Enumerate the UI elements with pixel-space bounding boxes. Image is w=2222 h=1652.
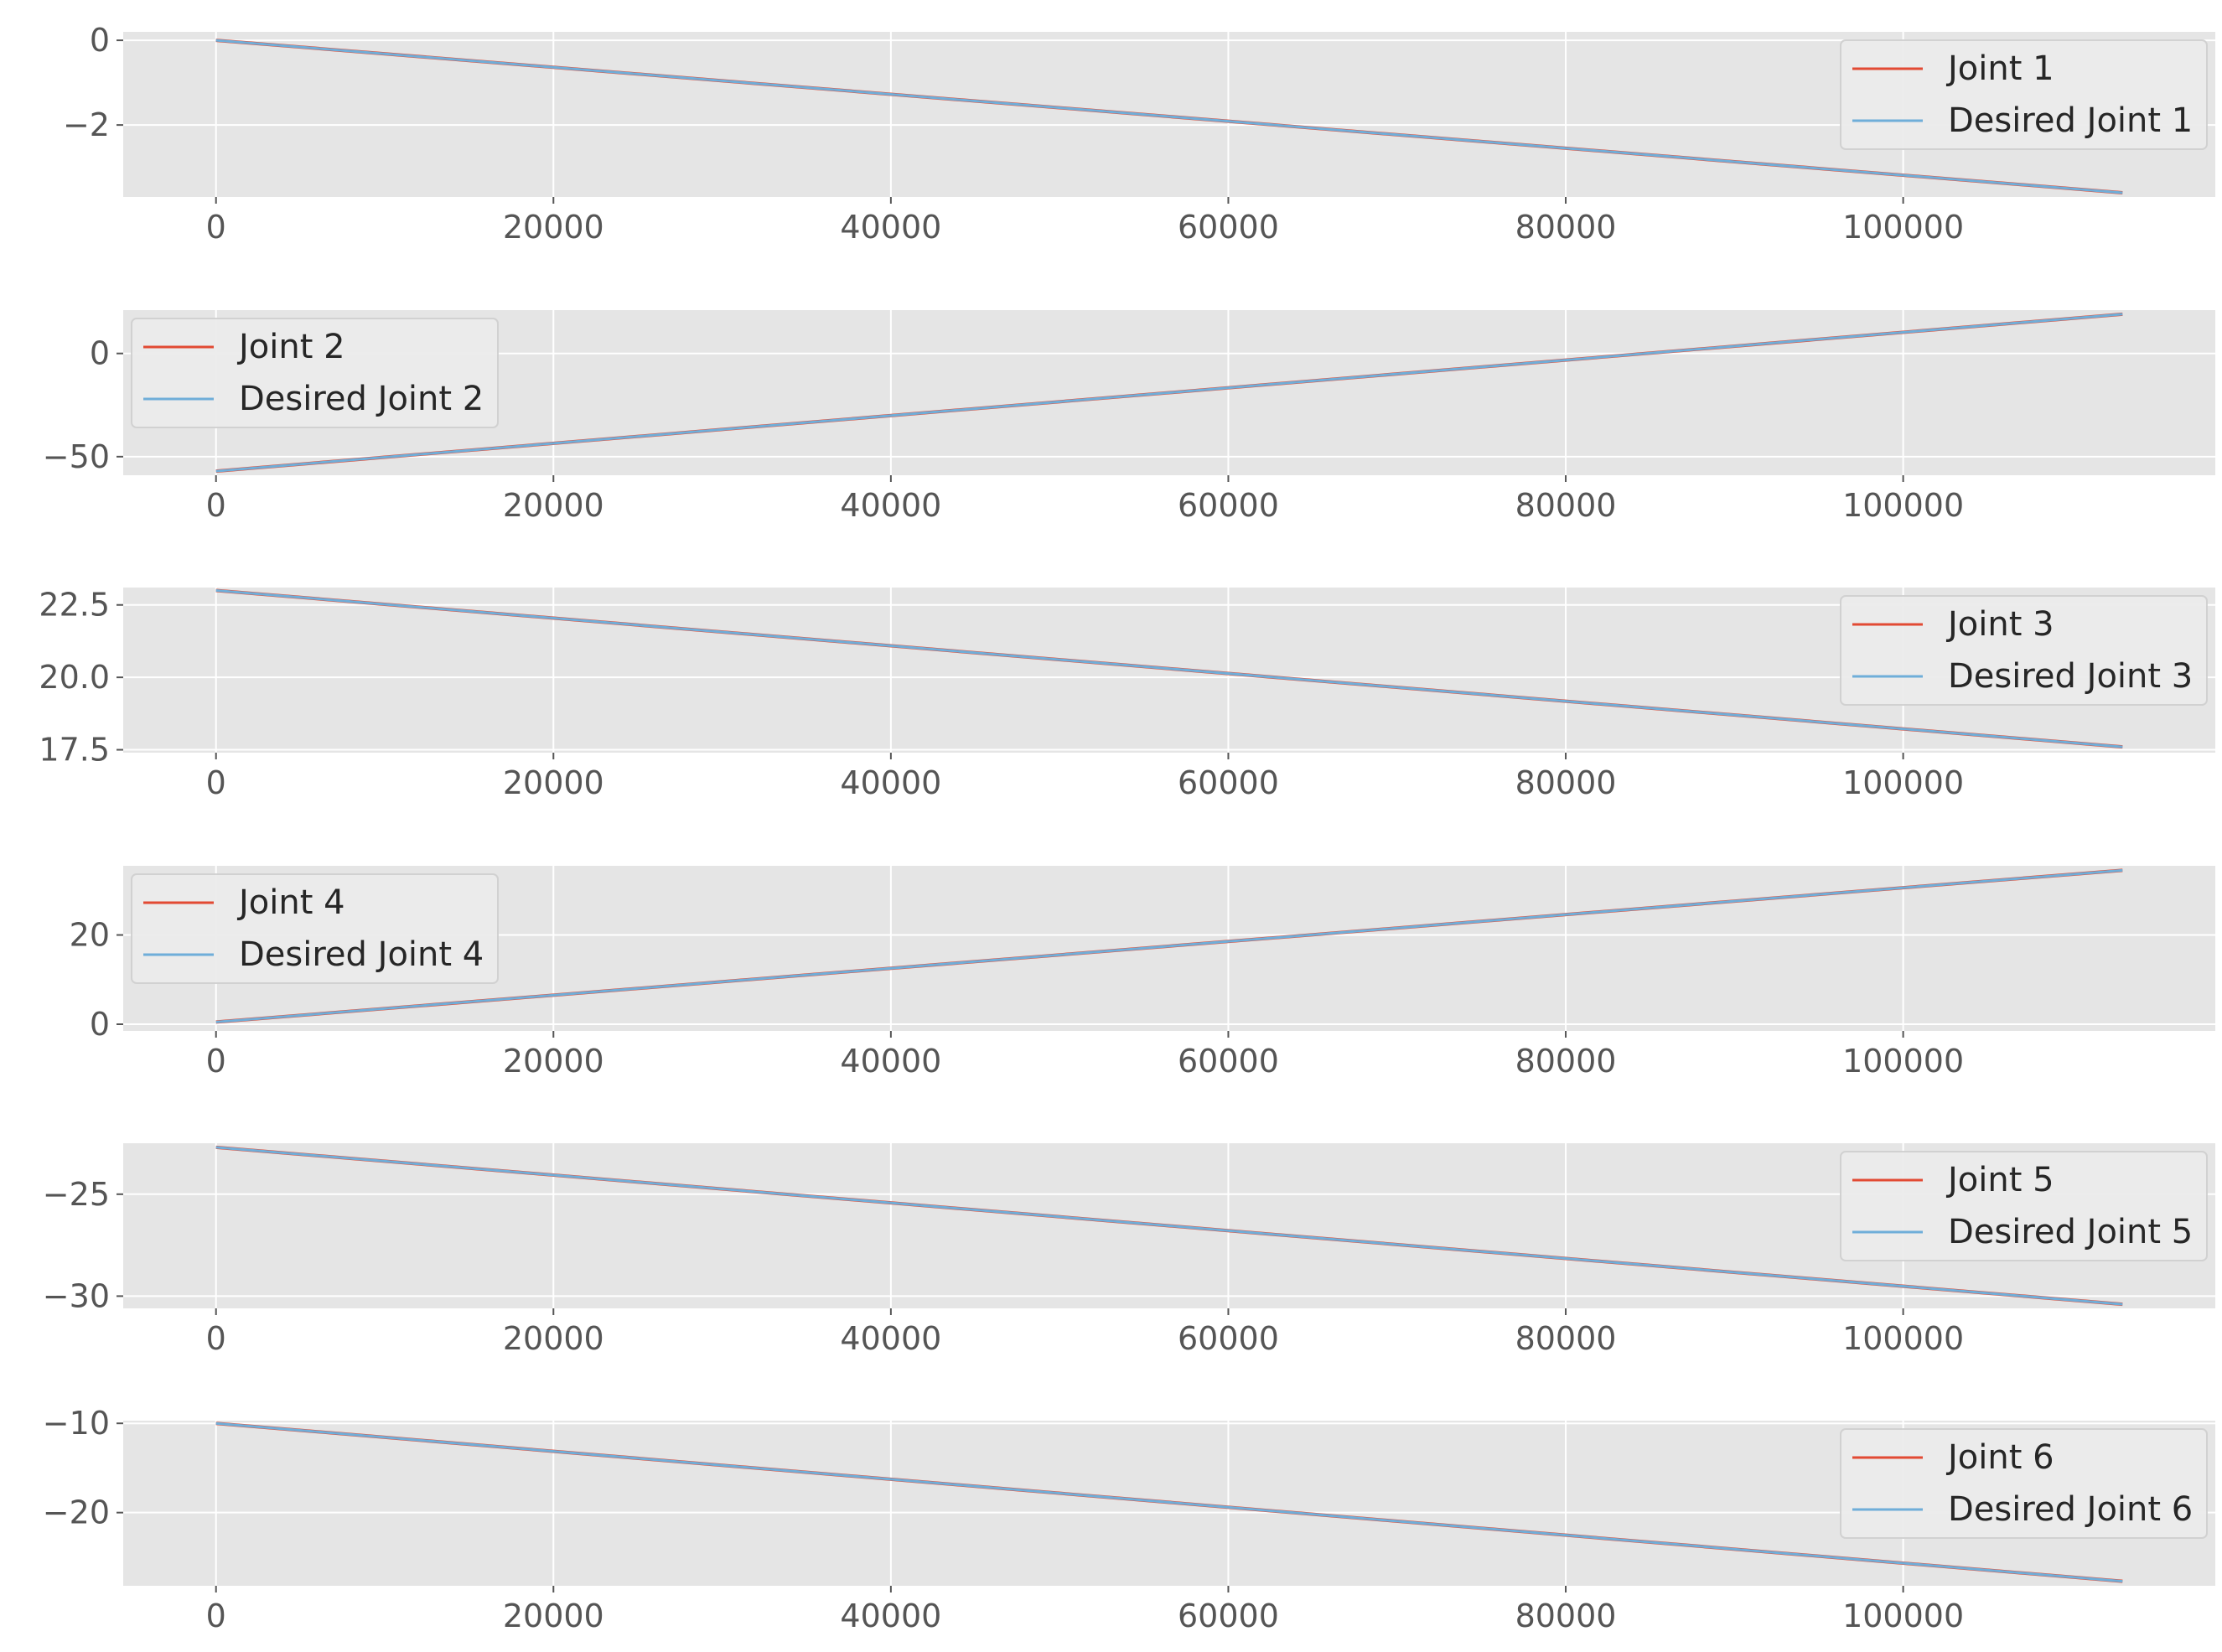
x-tick-label: 100000 — [1842, 209, 1964, 246]
series-line-desired-joint-4 — [215, 868, 2123, 1023]
legend-joint-5: Joint 5 Desired Joint 5 — [1840, 1151, 2208, 1261]
x-tick-label: 40000 — [840, 209, 941, 246]
legend-label-joint: Joint 5 — [1945, 1161, 2054, 1199]
x-tick-label: 100000 — [1842, 764, 1964, 801]
subplot-joint-3: 0 20000 40000 60000 80000 100000 22.5 20.0 17.5 J… — [39, 587, 2215, 801]
legend-label-joint: Joint 2 — [236, 328, 345, 366]
legend-label-desired: Desired Joint 5 — [1948, 1213, 2193, 1251]
legend-label-joint: Joint 3 — [1945, 605, 2054, 644]
x-tick-label: 60000 — [1178, 1043, 1279, 1080]
x-tick-label: 40000 — [840, 1598, 941, 1634]
x-tick-label: 0 — [206, 764, 226, 801]
y-tick-label: −2 — [63, 106, 110, 143]
x-tick-label: 60000 — [1178, 1598, 1279, 1634]
series-line-desired-joint-6 — [215, 1422, 2123, 1583]
y-tick-label: −20 — [43, 1494, 110, 1531]
x-tick-label: 40000 — [840, 764, 941, 801]
y-tick-label: 0 — [90, 335, 110, 372]
subplot-joint-4: 0 20000 40000 60000 80000 100000 20 0 Joint 4 Des… — [70, 866, 2215, 1080]
y-tick-label: 0 — [90, 1006, 110, 1043]
series-line-desired-joint-5 — [215, 1146, 2123, 1306]
subplot-joint-1: 0 20000 40000 60000 80000 100000 0 −2 Joint 1 Des… — [63, 22, 2215, 246]
y-tick-label: 20 — [70, 917, 110, 954]
x-tick-label: 20000 — [503, 1598, 604, 1634]
y-tick-label: 0 — [90, 22, 110, 59]
y-tick-label: −10 — [43, 1405, 110, 1442]
legend-joint-4: Joint 4 Desired Joint 4 — [131, 873, 499, 984]
y-tick-label: −30 — [43, 1277, 110, 1314]
legend-label-joint: Joint 1 — [1945, 49, 2054, 88]
x-tick-label: 40000 — [840, 1320, 941, 1357]
legend-box — [131, 318, 499, 428]
legend-label-desired: Desired Joint 6 — [1948, 1490, 2193, 1529]
series-line-desired-joint-2 — [215, 313, 2123, 473]
legend-label-joint: Joint 6 — [1945, 1438, 2054, 1477]
x-tick-label: 100000 — [1842, 1320, 1964, 1357]
x-tick-label: 0 — [206, 209, 226, 246]
x-tick-label: 80000 — [1515, 1598, 1617, 1634]
subplot-joint-6: 0 20000 40000 60000 80000 100000 −10 −20 Joint 6… — [43, 1405, 2215, 1634]
x-tick-label: 80000 — [1515, 1320, 1617, 1357]
legend-label-desired: Desired Joint 2 — [239, 380, 484, 418]
legend-box — [131, 873, 499, 984]
x-tick-label: 20000 — [503, 764, 604, 801]
x-tick-label: 80000 — [1515, 209, 1617, 246]
x-tick-label: 60000 — [1178, 487, 1279, 524]
series-line-desired-joint-3 — [215, 588, 2123, 748]
x-tick-label: 40000 — [840, 487, 941, 524]
legend-label-desired: Desired Joint 4 — [239, 935, 484, 974]
x-tick-label: 0 — [206, 1598, 226, 1634]
x-tick-label: 80000 — [1515, 1043, 1617, 1080]
legend-box — [1840, 39, 2208, 150]
legend-joint-6: Joint 6 Desired Joint 6 — [1840, 1428, 2208, 1539]
x-tick-label: 0 — [206, 487, 226, 524]
legend-joint-2: Joint 2 Desired Joint 2 — [131, 318, 499, 428]
legend-box — [1840, 1428, 2208, 1539]
legend-box — [1840, 1151, 2208, 1261]
subplot-joint-2: 0 20000 40000 60000 80000 100000 0 −50 Joint 2 De… — [43, 310, 2215, 524]
x-tick-label: 20000 — [503, 209, 604, 246]
y-tick-label: 20.0 — [39, 659, 110, 696]
subplot-joint-5: 0 20000 40000 60000 80000 100000 −25 −30 Joint 5… — [43, 1143, 2215, 1357]
y-tick-label: −25 — [43, 1176, 110, 1213]
x-tick-label: 20000 — [503, 487, 604, 524]
x-tick-label: 0 — [206, 1320, 226, 1357]
legend-label-desired: Desired Joint 1 — [1948, 101, 2193, 140]
x-tick-label: 100000 — [1842, 1043, 1964, 1080]
legend-box — [1840, 595, 2208, 706]
x-tick-label: 60000 — [1178, 764, 1279, 801]
legend-joint-1: Joint 1 Desired Joint 1 — [1840, 39, 2208, 150]
x-tick-label: 100000 — [1842, 1598, 1964, 1634]
series-line-desired-joint-1 — [215, 39, 2123, 194]
y-tick-label: 17.5 — [39, 732, 110, 769]
x-tick-label: 100000 — [1842, 487, 1964, 524]
legend-label-joint: Joint 4 — [236, 883, 345, 922]
legend-joint-3: Joint 3 Desired Joint 3 — [1840, 595, 2208, 706]
x-tick-label: 20000 — [503, 1320, 604, 1357]
x-tick-label: 60000 — [1178, 209, 1279, 246]
y-tick-label: −50 — [43, 438, 110, 475]
x-tick-label: 80000 — [1515, 764, 1617, 801]
y-tick-label: 22.5 — [39, 587, 110, 624]
x-tick-label: 80000 — [1515, 487, 1617, 524]
x-tick-label: 40000 — [840, 1043, 941, 1080]
x-tick-label: 20000 — [503, 1043, 604, 1080]
x-tick-label: 60000 — [1178, 1320, 1279, 1357]
legend-label-desired: Desired Joint 3 — [1948, 657, 2193, 696]
x-tick-label: 0 — [206, 1043, 226, 1080]
